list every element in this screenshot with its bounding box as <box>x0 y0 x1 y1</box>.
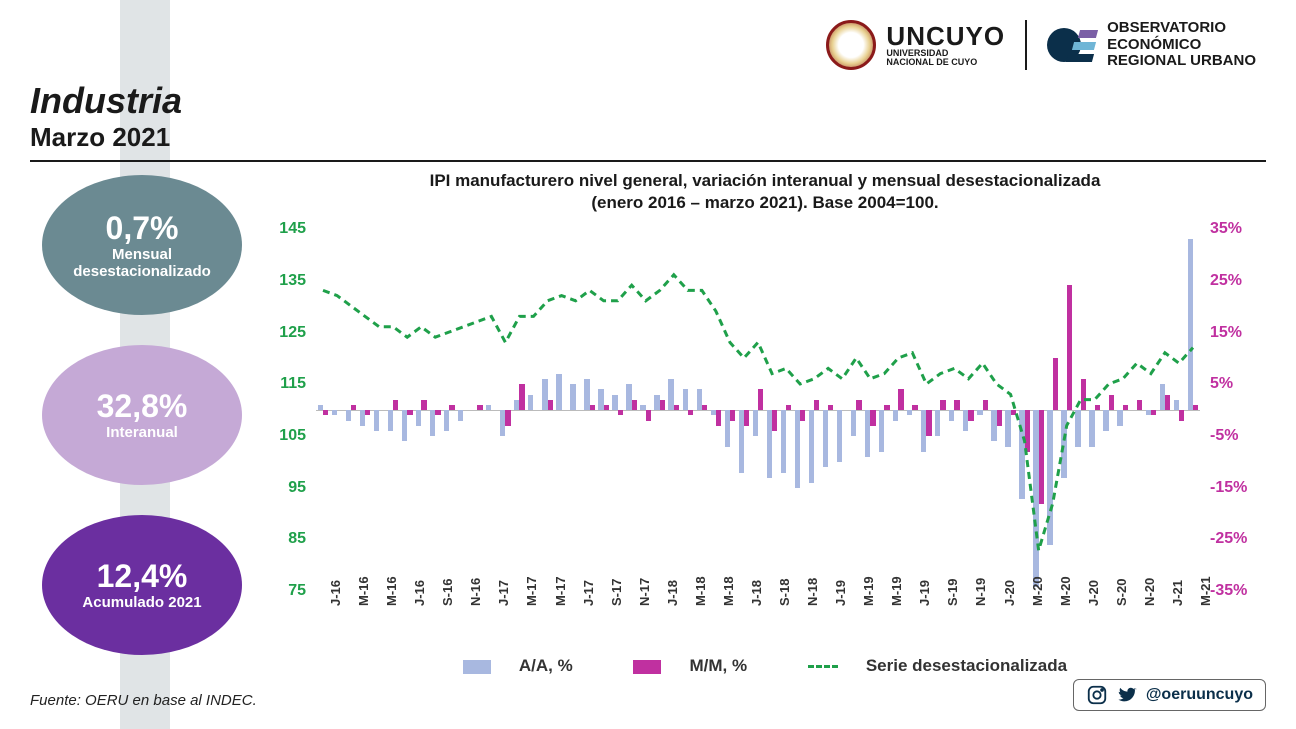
xtick-label: M-19 <box>889 577 904 607</box>
y-axis-left: 145 135 125 115 105 95 85 75 <box>260 220 306 600</box>
xtick-label: J-16 <box>328 580 343 606</box>
legend-aa: A/A, % <box>519 656 573 675</box>
ytick-left: 105 <box>260 427 306 445</box>
source-note: Fuente: OERU en base al INDEC. <box>30 692 257 709</box>
ytick-right: 5% <box>1210 375 1270 393</box>
plot-area: 145 135 125 115 105 95 85 75 35% 25% 15% 5% -5% -15%… <box>260 220 1270 600</box>
logo-oeru: OBSERVATORIO ECONÓMICO REGIONAL URBANO <box>1047 20 1256 70</box>
uncuyo-sub2: NACIONAL DE CUYO <box>886 58 1005 67</box>
xtick-label: M-16 <box>384 577 399 607</box>
chart: IPI manufacturero nivel general, variaci… <box>260 170 1270 660</box>
logo-uncuyo: UNCUYO UNIVERSIDAD NACIONAL DE CUYO <box>826 20 1005 70</box>
xtick-label: J-17 <box>581 580 596 606</box>
xtick-label: N-18 <box>805 578 820 606</box>
instagram-icon <box>1086 684 1108 706</box>
xtick-label: J-18 <box>749 580 764 606</box>
xtick-label: S-20 <box>1114 579 1129 606</box>
oeru-l2: ECONÓMICO <box>1107 37 1256 54</box>
xtick-label: N-16 <box>468 578 483 606</box>
uncuyo-seal-icon <box>826 20 876 70</box>
logo-divider <box>1025 20 1027 70</box>
stat-bubble: 32,8%Interanual <box>42 345 242 485</box>
xtick-label: M-20 <box>1030 577 1045 607</box>
xtick-label: S-16 <box>440 579 455 606</box>
bubble-label: Acumulado 2021 <box>62 595 221 612</box>
ytick-right: -5% <box>1210 427 1270 445</box>
xtick-label: M-19 <box>861 577 876 607</box>
ytick-right: -25% <box>1210 530 1270 548</box>
title-rule <box>30 160 1266 162</box>
stat-bubble: 0,7%Mensual desestacionalizado <box>42 175 242 315</box>
xtick-label: N-17 <box>637 578 652 606</box>
ytick-left: 85 <box>260 530 306 548</box>
ytick-right: -15% <box>1210 479 1270 497</box>
page-title: Industria <box>30 80 182 122</box>
bubble-label: Mensual desestacionalizado <box>42 247 242 280</box>
twitter-icon <box>1116 684 1138 706</box>
chart-title-l2: (enero 2016 – marzo 2021). Base 2004=100… <box>260 192 1270 214</box>
ytick-right: 15% <box>1210 324 1270 342</box>
xtick-label: M-18 <box>693 577 708 607</box>
ytick-right: 35% <box>1210 220 1270 238</box>
ytick-left: 75 <box>260 582 306 600</box>
header-logos: UNCUYO UNIVERSIDAD NACIONAL DE CUYO OBSE… <box>826 20 1256 70</box>
xtick-label: J-21 <box>1170 580 1185 606</box>
uncuyo-name: UNCUYO <box>886 23 1005 49</box>
ytick-left: 125 <box>260 324 306 342</box>
ytick-right: 25% <box>1210 272 1270 290</box>
line-series <box>316 228 1200 592</box>
xtick-label: J-17 <box>496 580 511 606</box>
xtick-label: M-21 <box>1198 577 1213 607</box>
legend-mm: M/M, % <box>689 656 747 675</box>
bubble-value: 12,4% <box>97 558 188 595</box>
bubble-label: Interanual <box>86 425 198 442</box>
ytick-left: 135 <box>260 272 306 290</box>
xtick-label: J-20 <box>1086 580 1101 606</box>
xtick-label: N-20 <box>1142 578 1157 606</box>
ytick-left: 95 <box>260 479 306 497</box>
legend-line: Serie desestacionalizada <box>866 656 1067 675</box>
title-block: Industria Marzo 2021 <box>30 80 182 153</box>
xtick-label: S-17 <box>609 579 624 606</box>
stat-bubbles: 0,7%Mensual desestacionalizado 32,8%Inter… <box>42 175 242 655</box>
oeru-mark-icon <box>1047 20 1097 70</box>
ytick-left: 115 <box>260 375 306 393</box>
xtick-label: M-20 <box>1058 577 1073 607</box>
social-handle[interactable]: @oeruuncuyo <box>1073 679 1266 711</box>
xtick-label: M-17 <box>553 577 568 607</box>
oeru-l3: REGIONAL URBANO <box>1107 53 1256 70</box>
xtick-label: S-19 <box>945 579 960 606</box>
legend: A/A, % M/M, % Serie desestacionalizada <box>260 656 1270 676</box>
xtick-label: J-18 <box>665 580 680 606</box>
xtick-label: J-19 <box>833 580 848 606</box>
xtick-label: J-20 <box>1002 580 1017 606</box>
page-subtitle: Marzo 2021 <box>30 122 182 153</box>
xtick-label: M-17 <box>524 577 539 607</box>
xtick-label: S-18 <box>777 579 792 606</box>
xtick-label: M-18 <box>721 577 736 607</box>
xtick-label: M-16 <box>356 577 371 607</box>
xtick-label: N-19 <box>973 578 988 606</box>
bubble-value: 32,8% <box>97 388 188 425</box>
ytick-right: -35% <box>1210 582 1270 600</box>
ytick-left: 145 <box>260 220 306 238</box>
chart-title-l1: IPI manufacturero nivel general, variaci… <box>260 170 1270 192</box>
y-axis-right: 35% 25% 15% 5% -5% -15% -25% -35% <box>1210 220 1270 600</box>
social-handle-text: @oeruuncuyo <box>1146 686 1253 704</box>
xtick-label: J-16 <box>412 580 427 606</box>
xtick-label: J-19 <box>917 580 932 606</box>
stat-bubble: 12,4%Acumulado 2021 <box>42 515 242 655</box>
oeru-l1: OBSERVATORIO <box>1107 20 1256 37</box>
bubble-value: 0,7% <box>106 210 179 247</box>
